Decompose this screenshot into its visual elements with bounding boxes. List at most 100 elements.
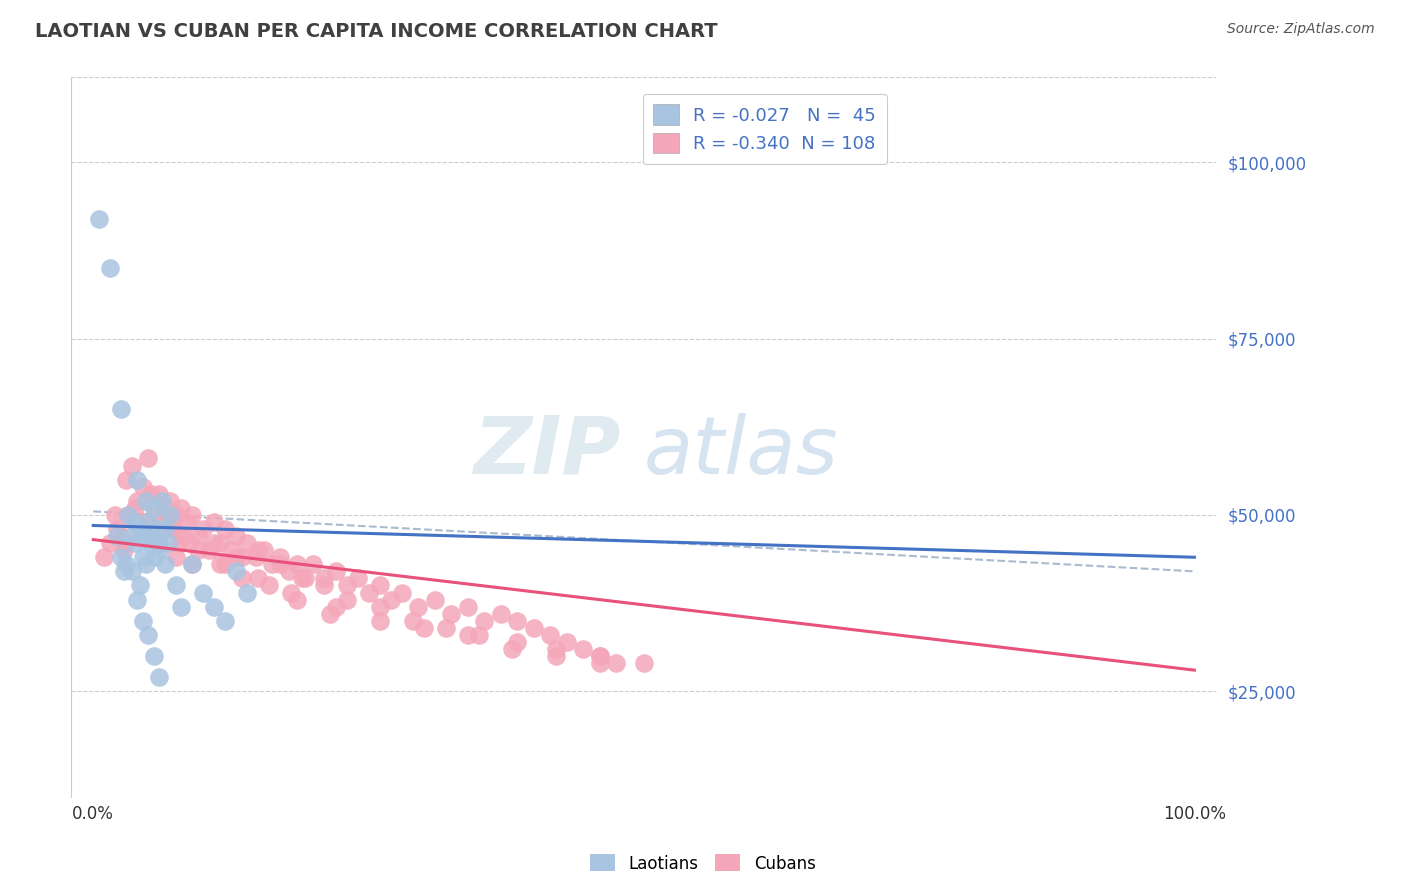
- Point: [135, 558, 157, 572]
- Point: [176, 515, 198, 529]
- Point: [193, 585, 215, 599]
- Point: [157, 536, 180, 550]
- Point: [245, 550, 267, 565]
- Point: [572, 642, 595, 657]
- Point: [187, 529, 209, 543]
- Point: [253, 543, 276, 558]
- Point: [153, 522, 176, 536]
- Text: LAOTIAN VS CUBAN PER CAPITA INCOME CORRELATION CHART: LAOTIAN VS CUBAN PER CAPITA INCOME CORRE…: [35, 22, 718, 41]
- Point: [165, 550, 187, 565]
- Point: [159, 493, 181, 508]
- Point: [605, 656, 627, 670]
- Point: [269, 558, 291, 572]
- Point: [128, 578, 150, 592]
- Point: [150, 493, 173, 508]
- Point: [187, 543, 209, 558]
- Point: [93, 550, 115, 565]
- Point: [489, 607, 512, 621]
- Point: [98, 536, 121, 550]
- Point: [139, 487, 162, 501]
- Point: [202, 599, 225, 614]
- Point: [139, 529, 162, 543]
- Point: [150, 515, 173, 529]
- Point: [142, 508, 165, 522]
- Point: [132, 550, 155, 565]
- Point: [368, 614, 391, 628]
- Point: [412, 621, 434, 635]
- Point: [153, 558, 176, 572]
- Point: [110, 529, 132, 543]
- Point: [434, 621, 457, 635]
- Point: [368, 578, 391, 592]
- Point: [280, 585, 302, 599]
- Point: [314, 571, 336, 585]
- Point: [225, 565, 247, 579]
- Point: [202, 515, 225, 529]
- Point: [115, 558, 138, 572]
- Point: [219, 543, 242, 558]
- Point: [269, 550, 291, 565]
- Point: [259, 578, 281, 592]
- Point: [148, 487, 170, 501]
- Point: [214, 614, 236, 628]
- Point: [214, 522, 236, 536]
- Point: [142, 500, 165, 515]
- Point: [107, 529, 129, 543]
- Point: [214, 558, 236, 572]
- Point: [225, 529, 247, 543]
- Point: [110, 550, 132, 565]
- Legend: R = -0.027   N =  45, R = -0.340  N = 108: R = -0.027 N = 45, R = -0.340 N = 108: [643, 94, 887, 164]
- Point: [115, 473, 138, 487]
- Point: [173, 529, 195, 543]
- Point: [231, 571, 253, 585]
- Point: [555, 635, 578, 649]
- Point: [148, 543, 170, 558]
- Point: [128, 522, 150, 536]
- Point: [467, 628, 489, 642]
- Point: [325, 599, 347, 614]
- Point: [325, 565, 347, 579]
- Point: [115, 536, 138, 550]
- Point: [314, 578, 336, 592]
- Point: [633, 656, 655, 670]
- Point: [128, 522, 150, 536]
- Point: [167, 536, 190, 550]
- Point: [193, 522, 215, 536]
- Point: [121, 565, 143, 579]
- Point: [302, 558, 325, 572]
- Point: [391, 585, 413, 599]
- Point: [198, 543, 221, 558]
- Point: [132, 480, 155, 494]
- Point: [87, 211, 110, 226]
- Point: [110, 402, 132, 417]
- Point: [472, 614, 495, 628]
- Point: [139, 536, 162, 550]
- Point: [136, 628, 159, 642]
- Point: [136, 451, 159, 466]
- Point: [247, 571, 270, 585]
- Point: [148, 670, 170, 684]
- Point: [319, 607, 342, 621]
- Point: [157, 522, 180, 536]
- Point: [208, 536, 231, 550]
- Point: [247, 543, 270, 558]
- Point: [285, 558, 308, 572]
- Point: [132, 522, 155, 536]
- Point: [538, 628, 561, 642]
- Point: [544, 648, 567, 663]
- Point: [159, 508, 181, 522]
- Point: [179, 536, 201, 550]
- Point: [181, 558, 204, 572]
- Point: [153, 500, 176, 515]
- Point: [457, 628, 479, 642]
- Point: [506, 635, 529, 649]
- Point: [401, 614, 423, 628]
- Point: [159, 515, 181, 529]
- Legend: Laotians, Cubans: Laotians, Cubans: [583, 847, 823, 880]
- Point: [112, 543, 135, 558]
- Point: [162, 522, 184, 536]
- Point: [124, 500, 146, 515]
- Point: [148, 536, 170, 550]
- Point: [202, 536, 225, 550]
- Point: [135, 515, 157, 529]
